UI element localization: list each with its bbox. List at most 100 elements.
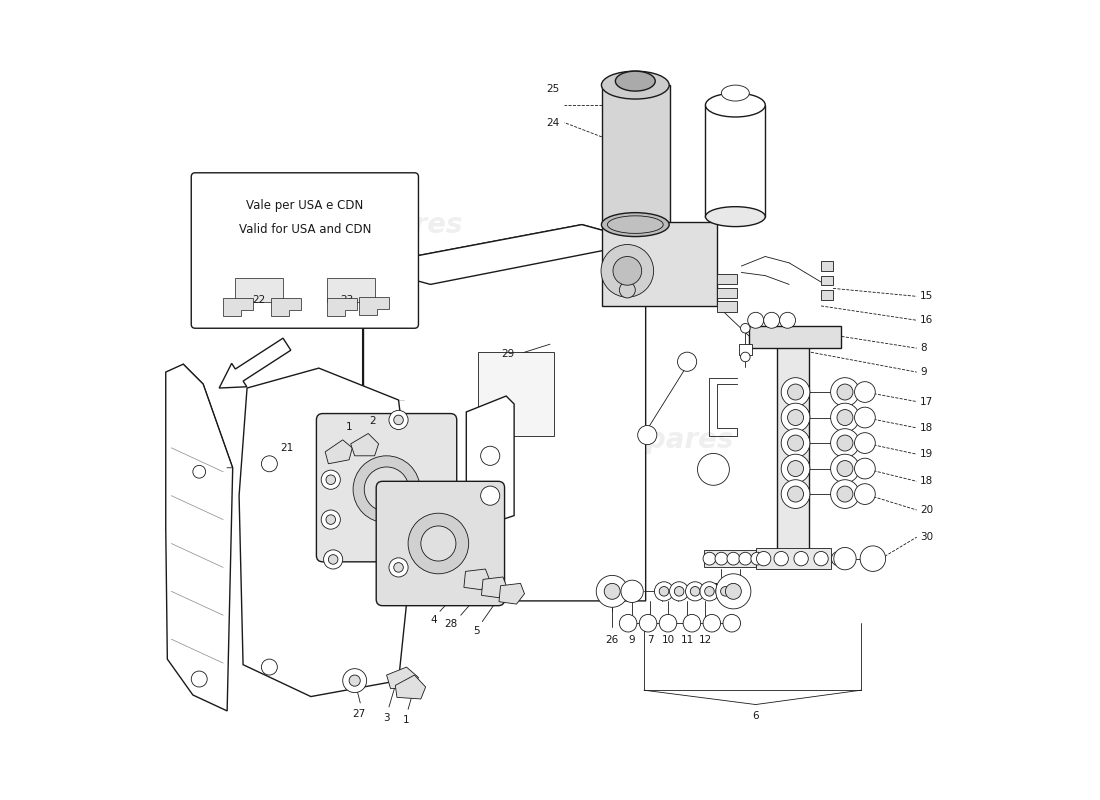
- Text: 21: 21: [280, 443, 294, 453]
- Circle shape: [659, 614, 676, 632]
- Circle shape: [670, 582, 689, 601]
- Text: 7: 7: [647, 635, 653, 645]
- Text: eurospares: eurospares: [287, 210, 462, 238]
- Circle shape: [394, 415, 404, 425]
- Circle shape: [326, 515, 336, 524]
- Circle shape: [601, 245, 653, 297]
- Circle shape: [481, 446, 499, 466]
- Text: 6: 6: [752, 711, 759, 721]
- Circle shape: [720, 586, 730, 596]
- Circle shape: [619, 282, 636, 298]
- Text: 18: 18: [920, 476, 933, 486]
- Circle shape: [683, 614, 701, 632]
- Text: 1: 1: [345, 422, 352, 432]
- FancyBboxPatch shape: [191, 173, 418, 328]
- Text: 24: 24: [547, 118, 560, 127]
- Circle shape: [674, 586, 684, 596]
- Circle shape: [716, 574, 751, 609]
- Polygon shape: [466, 396, 514, 531]
- Circle shape: [830, 378, 859, 406]
- Circle shape: [727, 552, 739, 565]
- Bar: [602, 222, 717, 306]
- Text: 20: 20: [920, 505, 933, 515]
- Circle shape: [262, 659, 277, 675]
- Bar: [327, 278, 375, 302]
- Circle shape: [788, 461, 803, 477]
- Circle shape: [638, 426, 657, 445]
- Circle shape: [421, 526, 455, 561]
- Text: 25: 25: [547, 84, 560, 94]
- Circle shape: [326, 475, 336, 485]
- Circle shape: [834, 547, 856, 570]
- Polygon shape: [363, 225, 646, 285]
- Polygon shape: [464, 569, 490, 590]
- Text: 1: 1: [404, 715, 410, 725]
- Circle shape: [262, 456, 277, 472]
- Polygon shape: [359, 297, 388, 314]
- Ellipse shape: [615, 71, 656, 91]
- Circle shape: [837, 461, 852, 477]
- Circle shape: [830, 429, 859, 458]
- Polygon shape: [271, 298, 301, 316]
- Circle shape: [781, 454, 810, 483]
- Ellipse shape: [607, 216, 663, 234]
- Text: 19: 19: [920, 450, 933, 459]
- Circle shape: [408, 514, 469, 574]
- Circle shape: [389, 410, 408, 430]
- Circle shape: [697, 454, 729, 486]
- Polygon shape: [351, 434, 378, 456]
- Circle shape: [321, 470, 340, 490]
- Bar: [821, 262, 833, 271]
- Circle shape: [596, 575, 628, 607]
- Text: Vale per USA e CDN: Vale per USA e CDN: [246, 199, 363, 212]
- Circle shape: [855, 484, 876, 505]
- Bar: [717, 287, 737, 298]
- Text: 15: 15: [920, 291, 933, 302]
- Text: 13: 13: [713, 582, 726, 593]
- Circle shape: [685, 582, 705, 601]
- Circle shape: [830, 454, 859, 483]
- Circle shape: [691, 586, 700, 596]
- Circle shape: [604, 583, 620, 599]
- FancyArrow shape: [219, 338, 290, 388]
- Circle shape: [191, 671, 207, 687]
- Circle shape: [678, 352, 696, 371]
- Text: 17: 17: [920, 397, 933, 406]
- Circle shape: [751, 552, 763, 565]
- Circle shape: [855, 407, 876, 428]
- Circle shape: [837, 435, 852, 451]
- Text: 30: 30: [920, 532, 933, 542]
- Circle shape: [343, 669, 366, 693]
- Polygon shape: [223, 298, 253, 316]
- FancyBboxPatch shape: [376, 482, 505, 606]
- Text: 12: 12: [698, 635, 712, 645]
- Text: 5: 5: [473, 626, 480, 636]
- Ellipse shape: [705, 93, 766, 117]
- Circle shape: [781, 480, 810, 509]
- Bar: [821, 290, 833, 299]
- Circle shape: [654, 582, 673, 601]
- Circle shape: [794, 551, 808, 566]
- Bar: [717, 301, 737, 311]
- Text: 9: 9: [920, 367, 926, 377]
- Bar: [756, 548, 832, 569]
- Circle shape: [705, 586, 714, 596]
- Polygon shape: [326, 440, 352, 464]
- Circle shape: [740, 323, 750, 333]
- Circle shape: [837, 410, 852, 426]
- Polygon shape: [239, 368, 415, 697]
- Circle shape: [659, 586, 669, 596]
- Text: 16: 16: [920, 315, 933, 326]
- Text: 27: 27: [352, 710, 365, 719]
- Bar: [705, 105, 766, 217]
- Circle shape: [389, 558, 408, 577]
- Text: 3: 3: [383, 714, 389, 723]
- Text: 2: 2: [370, 416, 376, 426]
- Circle shape: [832, 551, 846, 566]
- Text: 10: 10: [661, 635, 674, 645]
- Text: 14: 14: [733, 582, 747, 593]
- Polygon shape: [395, 675, 426, 699]
- Bar: [778, 328, 810, 551]
- Circle shape: [700, 582, 719, 601]
- Circle shape: [725, 583, 741, 599]
